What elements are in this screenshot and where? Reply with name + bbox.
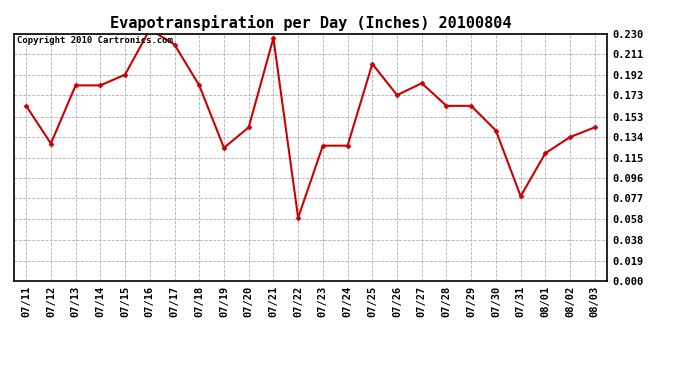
Title: Evapotranspiration per Day (Inches) 20100804: Evapotranspiration per Day (Inches) 2010… xyxy=(110,15,511,31)
Text: Copyright 2010 Cartronics.com: Copyright 2010 Cartronics.com xyxy=(17,36,172,45)
